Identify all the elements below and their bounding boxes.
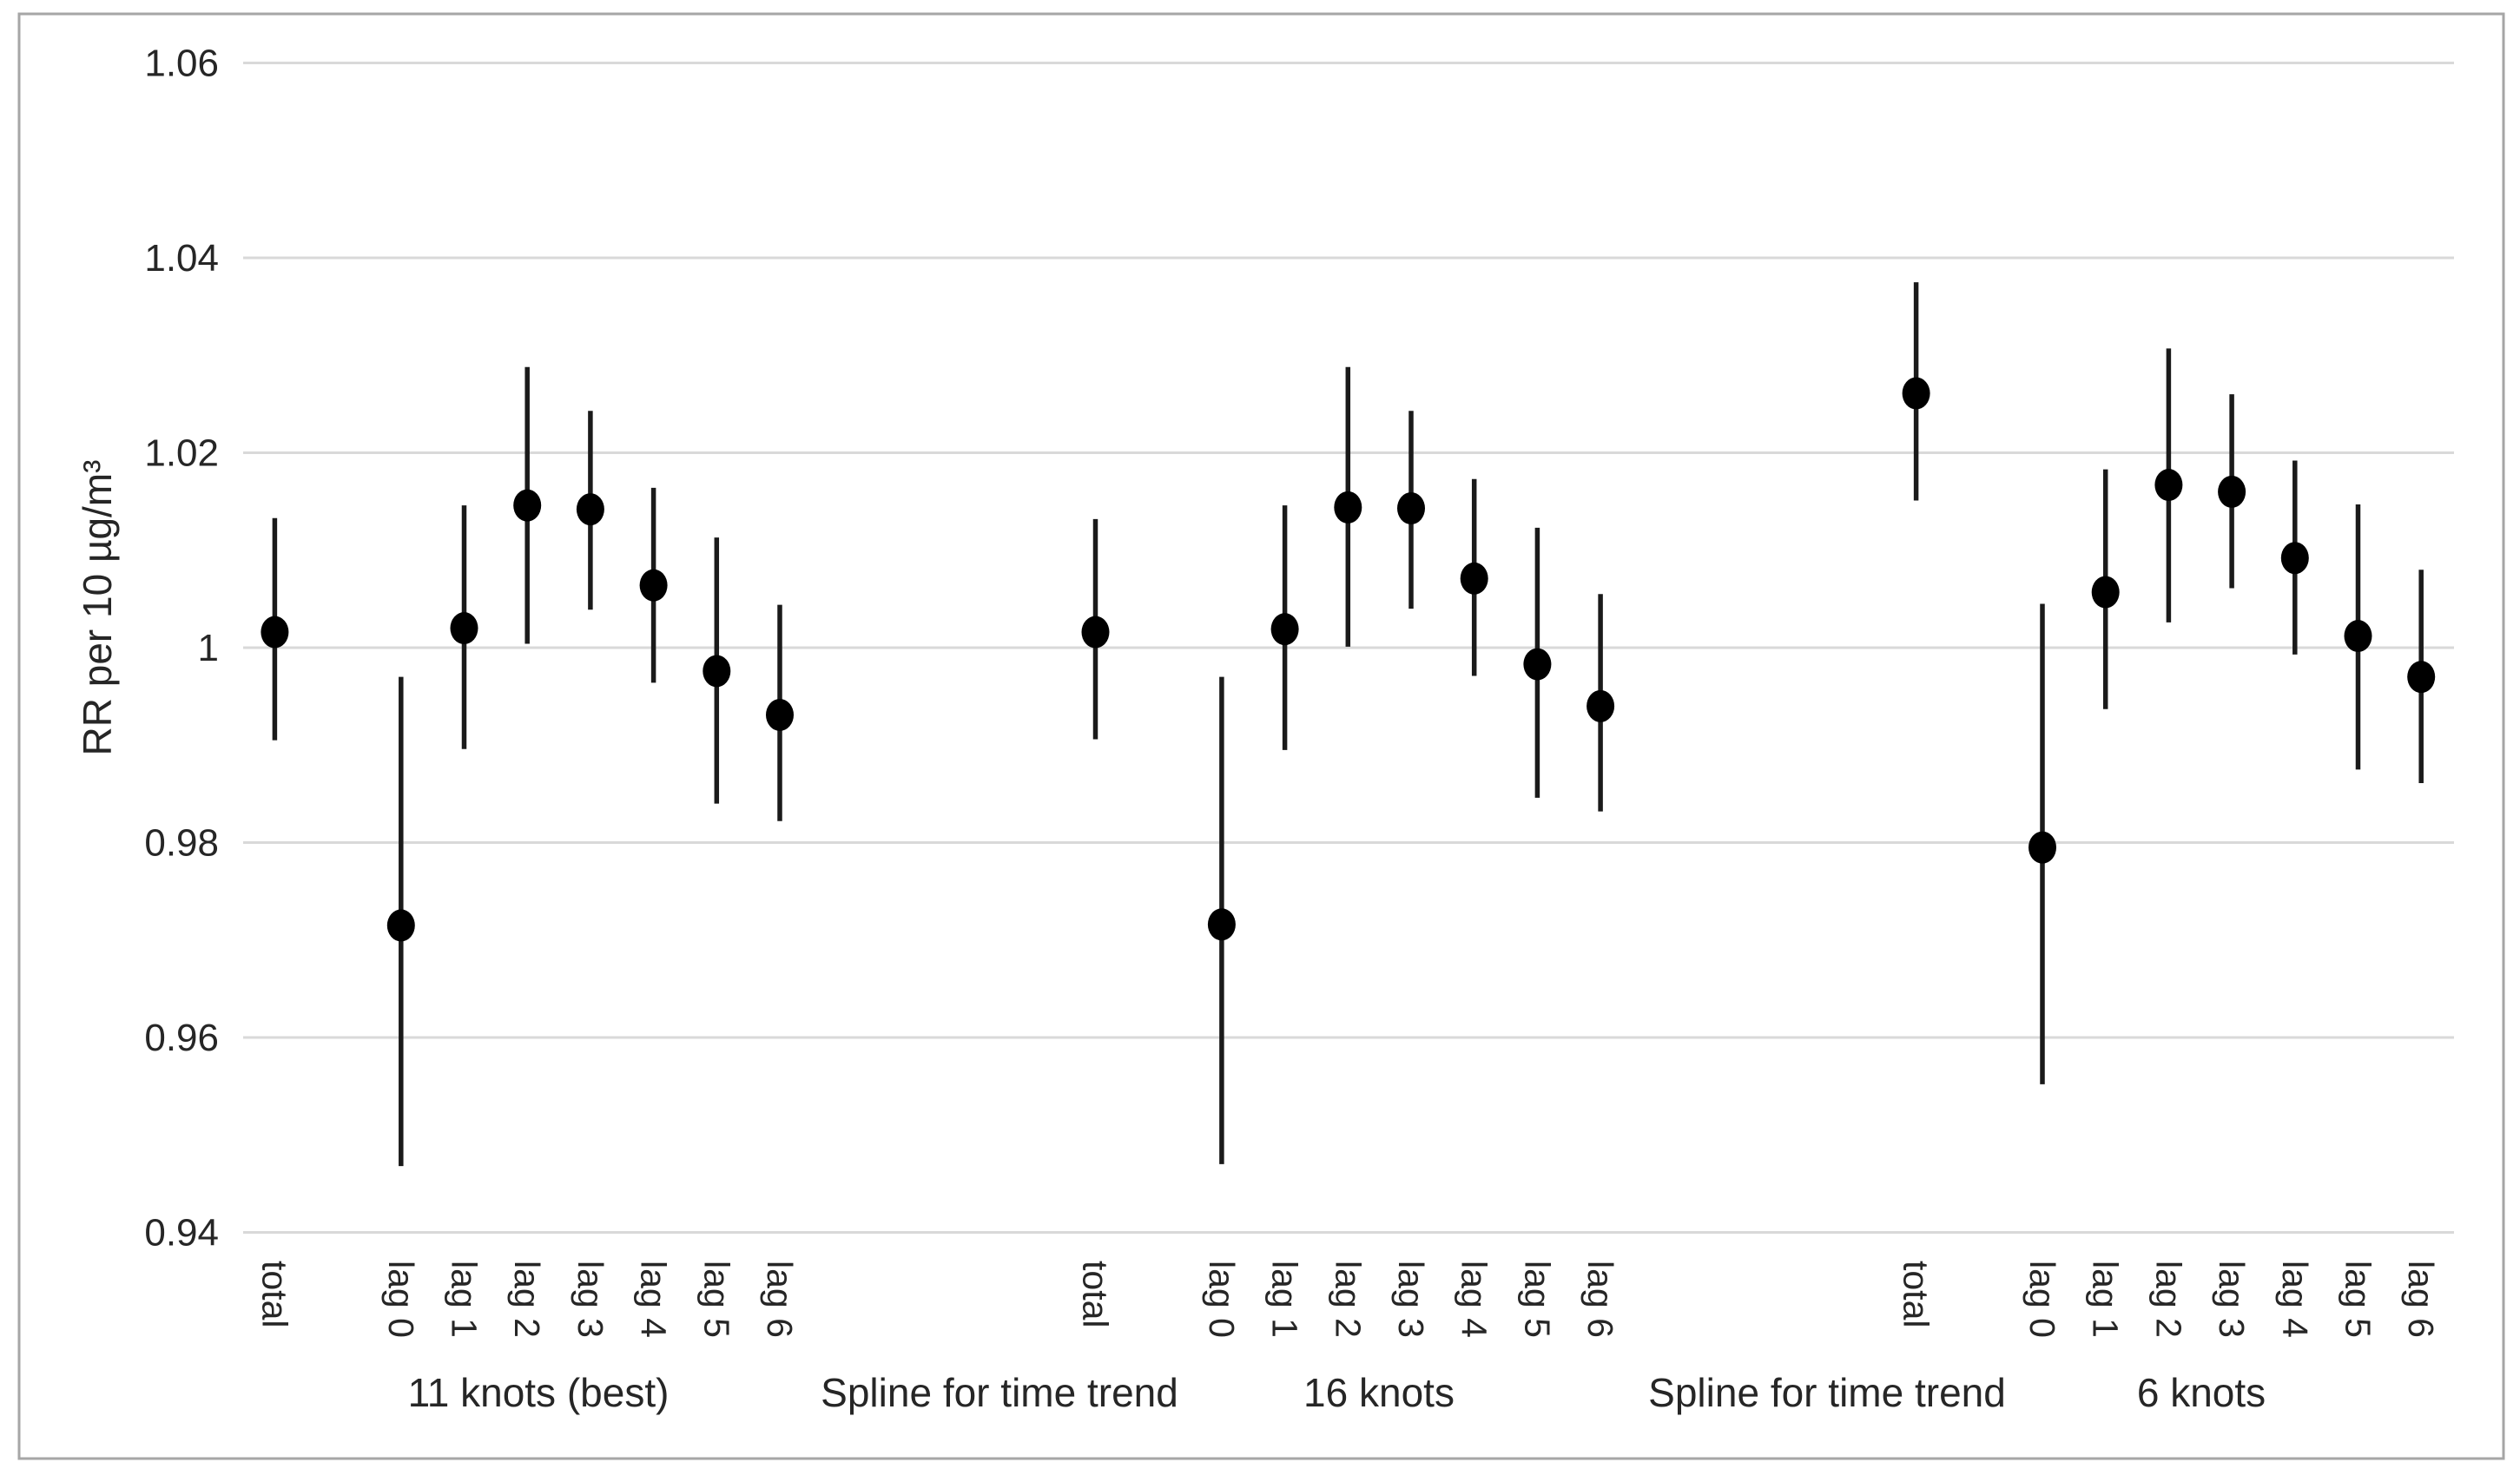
category-label: lag 4 (1455, 1261, 1494, 1338)
category-label: lag 1 (1265, 1261, 1305, 1338)
data-point (703, 655, 731, 688)
category-label: lag 1 (445, 1261, 485, 1338)
group-label: Spline for time trend (1648, 1370, 2006, 1415)
data-point (639, 569, 668, 602)
y-tick-label: 1.06 (144, 43, 219, 85)
data-point (2091, 576, 2120, 609)
category-label: lag 0 (2022, 1261, 2062, 1338)
data-point (450, 612, 478, 645)
data-point (2280, 542, 2309, 575)
data-point (2154, 469, 2183, 502)
data-point (261, 616, 289, 649)
data-point (1902, 377, 1930, 410)
category-label: total (1897, 1261, 1936, 1328)
category-label: lag 0 (381, 1261, 421, 1338)
category-label: lag 4 (2275, 1261, 2315, 1338)
group-label: 16 knots (1303, 1370, 1455, 1415)
data-point (2029, 831, 2056, 864)
category-label: lag 3 (1391, 1261, 1431, 1338)
data-point (1460, 562, 1488, 595)
category-label: lag 5 (696, 1261, 736, 1338)
data-point (2407, 661, 2436, 694)
category-label: lag 4 (634, 1261, 674, 1338)
y-axis-title: RR per 10 µg/m³ (75, 460, 120, 756)
data-point (1270, 613, 1299, 646)
category-label: lag 5 (2339, 1261, 2378, 1338)
y-tick-label: 0.94 (144, 1212, 219, 1255)
data-point (1081, 616, 1110, 649)
y-tick-label: 1.02 (144, 432, 219, 475)
category-label: total (1076, 1261, 1116, 1328)
y-tick-label: 0.98 (144, 822, 219, 865)
category-label: total (254, 1261, 294, 1328)
group-label: Spline for time trend (821, 1370, 1178, 1415)
data-point (386, 909, 415, 942)
data-point (766, 698, 794, 731)
data-point (576, 493, 604, 526)
y-tick-label: 1 (198, 627, 219, 669)
category-label: lag 0 (1202, 1261, 1242, 1338)
data-point (1523, 648, 1552, 681)
category-label: lag 5 (1517, 1261, 1557, 1338)
category-label: lag 6 (760, 1261, 800, 1338)
group-label: 11 knots (best) (408, 1370, 670, 1415)
data-point (1587, 689, 1615, 722)
category-label: lag 2 (2148, 1261, 2188, 1338)
y-tick-label: 1.04 (144, 237, 219, 280)
data-point (1397, 491, 1425, 524)
data-point (1334, 491, 1362, 524)
category-label: lag 3 (571, 1261, 610, 1338)
data-point (513, 489, 542, 522)
category-label: lag 6 (1580, 1261, 1620, 1338)
category-label: lag 6 (2401, 1261, 2441, 1338)
data-point (1207, 908, 1236, 941)
chart-frame (17, 12, 2505, 1460)
data-point (2344, 620, 2372, 653)
category-label: lag 2 (1328, 1261, 1368, 1338)
category-label: lag 2 (507, 1261, 547, 1338)
group-label: 6 knots (2137, 1370, 2266, 1415)
category-label: lag 1 (2086, 1261, 2126, 1338)
y-tick-label: 0.96 (144, 1017, 219, 1059)
data-point (2218, 475, 2246, 508)
category-label: lag 3 (2212, 1261, 2252, 1338)
